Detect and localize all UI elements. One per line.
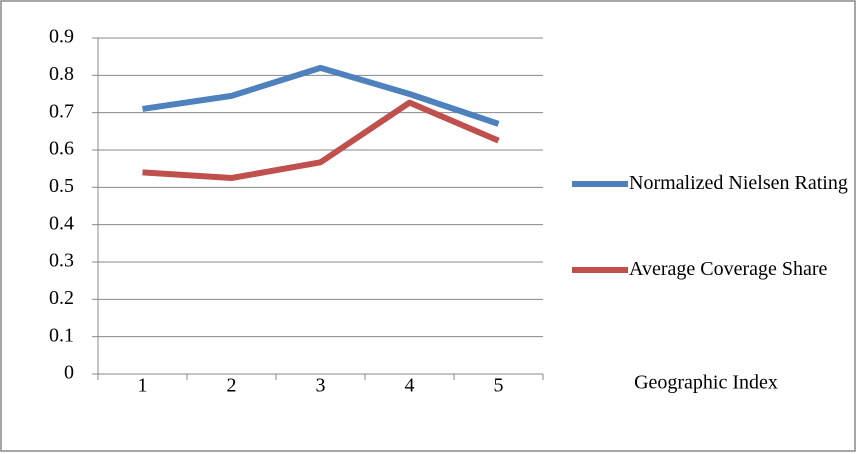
legend-label: Normalized Nielsen Rating	[629, 172, 848, 194]
series-line	[142, 64, 500, 127]
y-tick-label: 0.1	[49, 324, 74, 346]
y-tick-label: 0	[64, 362, 74, 384]
y-tick-label: 0.2	[49, 287, 74, 309]
series-line	[142, 99, 500, 181]
x-tick-label: 2	[227, 375, 237, 397]
legend-label: Average Coverage Share	[629, 258, 828, 280]
x-tick-label: 5	[494, 375, 504, 397]
y-tick-label: 0.5	[49, 175, 74, 197]
x-tick-label: 3	[316, 375, 326, 397]
x-tick-label: 4	[405, 375, 415, 397]
y-tick-label: 0.9	[49, 26, 74, 48]
y-tick-label: 0.6	[49, 138, 74, 160]
x-tick-label: 1	[138, 375, 148, 397]
y-tick-label: 0.7	[49, 100, 74, 122]
y-tick-label: 0.4	[49, 212, 74, 234]
x-axis-label: Geographic Index	[634, 372, 778, 394]
y-tick-label: 0.8	[49, 63, 74, 85]
y-tick-label: 0.3	[49, 250, 74, 272]
